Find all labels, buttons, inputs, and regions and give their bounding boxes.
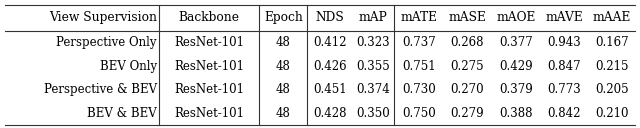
- Text: 0.751: 0.751: [402, 60, 435, 73]
- Text: 0.210: 0.210: [595, 107, 628, 120]
- Text: 0.167: 0.167: [595, 36, 628, 49]
- Text: mATE: mATE: [400, 11, 437, 24]
- Text: 0.270: 0.270: [451, 83, 484, 96]
- Text: 0.205: 0.205: [595, 83, 628, 96]
- Text: 0.737: 0.737: [402, 36, 436, 49]
- Text: View Supervision: View Supervision: [49, 11, 157, 24]
- Text: mASE: mASE: [448, 11, 486, 24]
- Text: 48: 48: [276, 107, 291, 120]
- Text: 0.379: 0.379: [499, 83, 532, 96]
- Text: ResNet-101: ResNet-101: [174, 60, 244, 73]
- Text: Perspective & BEV: Perspective & BEV: [44, 83, 157, 96]
- Text: 0.377: 0.377: [499, 36, 532, 49]
- Text: mAP: mAP: [359, 11, 388, 24]
- Text: 48: 48: [276, 60, 291, 73]
- Text: 0.268: 0.268: [451, 36, 484, 49]
- Text: 0.773: 0.773: [547, 83, 581, 96]
- Text: 0.323: 0.323: [356, 36, 390, 49]
- Text: 48: 48: [276, 83, 291, 96]
- Text: 0.943: 0.943: [547, 36, 581, 49]
- Text: 0.355: 0.355: [356, 60, 390, 73]
- Text: 0.428: 0.428: [313, 107, 346, 120]
- Text: Epoch: Epoch: [264, 11, 303, 24]
- Text: 0.750: 0.750: [402, 107, 436, 120]
- Text: 0.429: 0.429: [499, 60, 532, 73]
- Text: 0.279: 0.279: [451, 107, 484, 120]
- Text: 0.215: 0.215: [595, 60, 628, 73]
- Text: BEV & BEV: BEV & BEV: [87, 107, 157, 120]
- Text: 0.842: 0.842: [548, 107, 581, 120]
- Text: 0.730: 0.730: [402, 83, 436, 96]
- Text: Backbone: Backbone: [179, 11, 240, 24]
- Text: 0.412: 0.412: [313, 36, 346, 49]
- Text: mAAE: mAAE: [593, 11, 631, 24]
- Text: NDS: NDS: [316, 11, 344, 24]
- Text: 0.426: 0.426: [313, 60, 346, 73]
- Text: ResNet-101: ResNet-101: [174, 36, 244, 49]
- Text: mAVE: mAVE: [545, 11, 583, 24]
- Text: 0.451: 0.451: [313, 83, 346, 96]
- Text: mAOE: mAOE: [496, 11, 536, 24]
- Text: 0.350: 0.350: [356, 107, 390, 120]
- Text: 0.847: 0.847: [548, 60, 581, 73]
- Text: ResNet-101: ResNet-101: [174, 83, 244, 96]
- Text: 48: 48: [276, 36, 291, 49]
- Text: ResNet-101: ResNet-101: [174, 107, 244, 120]
- Text: BEV Only: BEV Only: [100, 60, 157, 73]
- Text: Perspective Only: Perspective Only: [56, 36, 157, 49]
- Text: 0.388: 0.388: [499, 107, 532, 120]
- Text: 0.374: 0.374: [356, 83, 390, 96]
- Text: 0.275: 0.275: [451, 60, 484, 73]
